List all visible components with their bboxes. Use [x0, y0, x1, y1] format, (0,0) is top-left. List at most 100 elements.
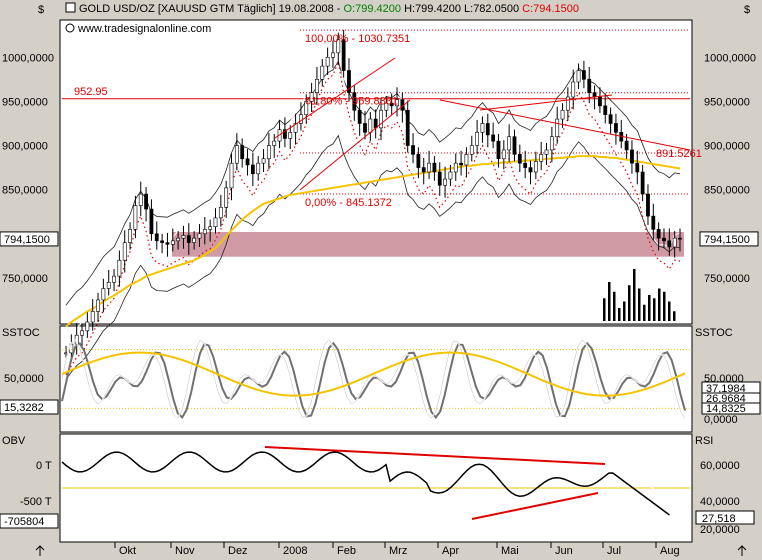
price-tick-right: 1000,0000: [704, 52, 756, 64]
candle-body: [592, 92, 597, 98]
candle-body: [608, 114, 613, 124]
price-tick-left: 1000,0000: [2, 52, 54, 64]
x-tick-label: Nov: [175, 545, 195, 557]
scroll-arrow-left-icon[interactable]: [35, 545, 45, 556]
scroll-arrow-right-icon[interactable]: [737, 545, 747, 556]
candle-body: [250, 164, 255, 175]
price-tick-left: 750,0000: [2, 273, 48, 285]
stoch-tick-50: 50,0000: [4, 373, 44, 385]
stoch-slow-line: [61, 341, 686, 420]
x-tick-label: Jul: [607, 545, 621, 557]
candle-body: [485, 123, 490, 136]
x-tick-label: Okt: [119, 545, 136, 557]
stoch-readout-3: 14,8325: [706, 403, 746, 415]
volume-bar: [653, 298, 656, 321]
candle-body: [587, 79, 592, 93]
rsi-line: [595, 460, 673, 504]
candle-body: [299, 114, 303, 124]
high-value: H:799.4200: [404, 3, 461, 15]
trend-line-up-2: [299, 99, 411, 191]
candle-body: [384, 102, 389, 111]
stoch-panel: [59, 325, 693, 433]
obv-chart: [61, 446, 690, 520]
candle-body: [395, 99, 399, 107]
candle-body: [459, 162, 463, 166]
x-tick-label: 2008: [283, 545, 307, 557]
candle-body: [186, 235, 191, 243]
candle-body: [202, 229, 207, 235]
candle-body: [128, 229, 132, 243]
candle-body: [90, 311, 95, 323]
obv-divergence-line: [264, 446, 606, 465]
price-tick-right: 850,0000: [704, 185, 750, 197]
candle-body: [357, 109, 362, 124]
candle-body: [149, 208, 154, 235]
obv-line: [61, 451, 670, 516]
candle-body: [229, 162, 234, 189]
x-tick-label: Mrz: [389, 545, 407, 557]
candle-body: [437, 171, 442, 186]
candle-body: [443, 178, 447, 186]
candle-body: [453, 162, 458, 173]
candle-body: [475, 131, 480, 146]
candle-body: [603, 105, 608, 115]
candle-body: [549, 136, 554, 151]
watermark-logo-icon: [65, 23, 75, 33]
candle-body: [624, 140, 629, 151]
candle-body: [635, 162, 640, 173]
candle-body: [96, 299, 100, 312]
volume-bar: [628, 285, 631, 321]
stoch-left-readout-box: 15,3282: [0, 399, 59, 415]
price-axes: 1000,0000 1000,0000 950,0000 950,0000 900,00…: [0, 52, 759, 285]
open-value: O:799.4200: [344, 3, 402, 15]
price-tick-left: 900,0000: [2, 141, 48, 153]
trend-line-down: [439, 99, 691, 151]
x-tick-label: Aug: [660, 545, 680, 557]
candle-body: [662, 237, 666, 242]
candle-body: [315, 79, 319, 93]
candle-body: [427, 162, 431, 173]
candle-body: [640, 171, 645, 195]
close-value: C:794.1500: [522, 3, 579, 15]
volume-bar: [663, 291, 666, 321]
candle-body: [581, 70, 586, 80]
candle-body: [496, 140, 501, 160]
candle-body: [224, 187, 229, 208]
stoch-left-readout: 15,3282: [4, 402, 44, 414]
candle-body: [464, 154, 469, 166]
candle-body: [491, 134, 496, 142]
rsi-readout: 27,518: [702, 513, 736, 525]
support-zone: [172, 232, 684, 257]
candle-body: [416, 154, 421, 168]
candle-body: [517, 154, 522, 164]
candle-body: [106, 281, 111, 289]
candle-body: [555, 118, 560, 138]
candle-body: [405, 109, 410, 146]
candle-body: [122, 242, 127, 261]
fib-0-label: 0,00% - 845.1372: [305, 197, 392, 209]
candle-body: [646, 193, 650, 217]
candle-body: [667, 240, 672, 248]
candle-body: [539, 154, 544, 162]
candle-body: [341, 39, 346, 71]
candle-body: [234, 145, 239, 164]
candle-body: [507, 136, 512, 151]
upper-band: [65, 60, 681, 306]
candle-body: [160, 240, 165, 243]
candle-body: [448, 171, 453, 180]
volume-bar: [648, 295, 651, 321]
candle-body: [544, 149, 549, 155]
x-tick-label: Jun: [555, 545, 573, 557]
candle-body: [256, 162, 261, 175]
price-panel: [59, 19, 693, 325]
candle-body: [288, 131, 293, 139]
title-prefix: GOLD USD/OZ [XAUUSD GTM Täglich] 19.08.2…: [79, 3, 344, 15]
candle-body: [598, 96, 602, 107]
last-price-box-left: [0, 231, 59, 247]
rsi-tick-40: 40,0000: [700, 496, 740, 508]
stoch-readouts: 37,1984 26,9684 14,8325: [701, 381, 761, 415]
trend-line-top: [479, 94, 613, 111]
x-tick-label: Feb: [337, 545, 356, 557]
candle-body: [101, 288, 106, 301]
